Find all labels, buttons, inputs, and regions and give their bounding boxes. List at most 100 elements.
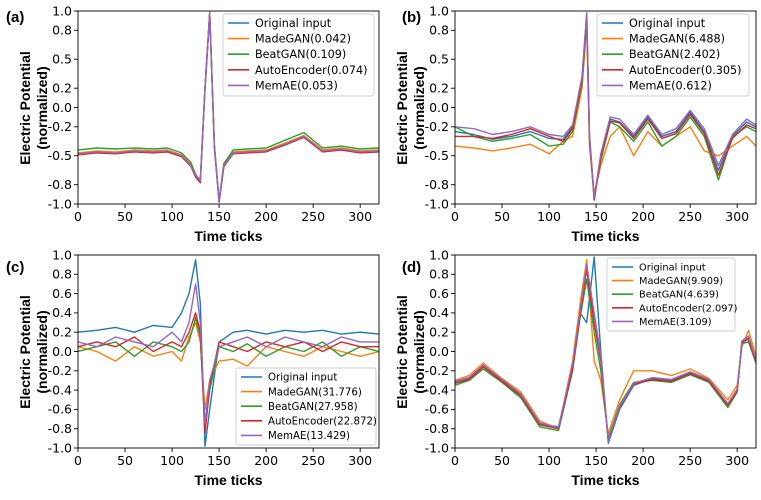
series-group <box>455 12 756 201</box>
series-line-original-input <box>78 259 379 447</box>
legend-entry-beatgan: BeatGAN(4.639) <box>639 290 719 301</box>
legend-entry-madegan: MadeGAN(9.909) <box>639 276 723 287</box>
y-axis-label: Electric Potential(normalized) <box>17 51 50 165</box>
y-tick-label: 0.6 <box>429 286 449 301</box>
legend-entry-memae: MemAE(13.429) <box>268 431 350 442</box>
x-tick-label: 150 <box>584 209 608 224</box>
panel-label: (c) <box>6 259 24 276</box>
x-tick-label: 100 <box>160 453 184 468</box>
panel-label: (b) <box>402 9 421 26</box>
legend-entry-autoencoder: AutoEncoder(22.872) <box>268 416 377 427</box>
legend-entry-madegan: MadeGAN(6.488) <box>629 33 725 46</box>
y-tick-label: -0.8 <box>48 421 72 436</box>
panel-label: (a) <box>6 9 24 26</box>
series-group <box>78 259 379 447</box>
legend: Original input MadeGAN(6.488) BeatGAN(2.40… <box>596 13 750 97</box>
y-tick-label: 0.5 <box>52 52 72 67</box>
legend-box <box>222 13 375 97</box>
series-line-memae <box>455 13 756 198</box>
legend: Original input MadeGAN(9.909) BeatGAN(4.63… <box>606 257 738 332</box>
series-line-memae <box>455 263 756 442</box>
legend-entry-original-input: Original input <box>629 17 706 30</box>
y-tick-label: 1.0 <box>429 3 449 18</box>
legend-entry-beatgan: BeatGAN(0.109) <box>255 48 346 61</box>
y-tick-label: 0.0 <box>429 100 449 115</box>
x-tick-label: 0 <box>451 209 459 224</box>
y-tick-label: -0.4 <box>425 382 449 397</box>
series-line-memae <box>78 283 379 425</box>
panel-c: (c) 0 50 100 150 200 250 300 -1.0 -0.8 -0.6 -0.4 -0.… <box>6 247 380 488</box>
y-tick-label: -0.4 <box>48 382 72 397</box>
y-tick-label: 0.0 <box>52 344 72 359</box>
x-tick-label: 50 <box>494 209 510 224</box>
y-tick-label: 0.6 <box>52 286 72 301</box>
y-tick-label: 0.8 <box>429 23 449 38</box>
series-group <box>455 256 756 444</box>
legend-entry-memae: MemAE(3.109) <box>639 317 712 328</box>
y-tick-label: -1.0 <box>48 196 72 211</box>
x-tick-label: 250 <box>301 453 325 468</box>
legend-box <box>235 367 377 446</box>
x-tick-label: 0 <box>451 453 459 468</box>
series-line-memae <box>78 12 379 202</box>
y-tick-label: -0.5 <box>48 148 72 163</box>
x-tick-label: 250 <box>301 209 325 224</box>
y-tick-label: -0.6 <box>425 402 449 417</box>
y-tick-label: -1.0 <box>48 440 72 455</box>
y-axis-label: Electric Potential(normalized) <box>17 295 50 409</box>
series-group <box>78 11 379 203</box>
x-tick-label: 150 <box>207 209 231 224</box>
legend-entry-autoencoder: AutoEncoder(2.097) <box>639 303 738 314</box>
x-tick-label: 200 <box>254 453 278 468</box>
y-tick-label: -0.8 <box>48 177 72 192</box>
x-tick-label: 100 <box>537 453 561 468</box>
x-tick-label: 100 <box>160 209 184 224</box>
y-tick-label: 0.8 <box>429 267 449 282</box>
x-tick-label: 300 <box>348 209 372 224</box>
y-axis-label: Electric Potential(normalized) <box>394 295 427 409</box>
y-tick-label: 0.2 <box>429 325 449 340</box>
x-tick-label: 300 <box>725 453 749 468</box>
y-tick-label: 0.0 <box>52 100 72 115</box>
x-tick-label: 0 <box>74 453 82 468</box>
y-tick-label: -0.2 <box>48 363 72 378</box>
x-tick-label: 200 <box>631 453 655 468</box>
y-axis-label: Electric Potential(normalized) <box>394 51 427 165</box>
y-tick-label: -0.5 <box>425 148 449 163</box>
legend-entry-memae: MemAE(0.612) <box>629 79 712 92</box>
x-tick-label: 250 <box>678 209 702 224</box>
x-axis-label: Time ticks <box>194 472 262 488</box>
legend-entry-original-input: Original input <box>255 17 332 30</box>
x-tick-label: 200 <box>631 209 655 224</box>
y-tick-label: 1.0 <box>52 3 72 18</box>
series-line-madegan <box>78 321 379 411</box>
legend-entry-beatgan: BeatGAN(2.402) <box>629 48 720 61</box>
y-tick-label: 0.2 <box>52 325 72 340</box>
x-tick-label: 250 <box>678 453 702 468</box>
y-tick-label: 0.5 <box>429 52 449 67</box>
y-tick-label: 0.0 <box>429 344 449 359</box>
y-tick-label: -0.8 <box>425 421 449 436</box>
legend-entry-original-input: Original input <box>639 263 706 274</box>
legend-entry-original-input: Original input <box>268 373 337 384</box>
y-tick-label: 1.0 <box>52 247 72 262</box>
series-line-madegan <box>455 24 756 196</box>
legend-box <box>596 13 750 97</box>
x-tick-label: 50 <box>117 209 133 224</box>
y-tick-label: 0.8 <box>52 267 72 282</box>
y-tick-label: -0.2 <box>425 119 449 134</box>
y-tick-label: 0.2 <box>52 81 72 96</box>
panel-b: (b) 0 50 100 150 200 250 300 -1.0 -0.8 -0.5 -0.2 0.0… <box>394 3 757 244</box>
x-axis-label: Time ticks <box>571 228 639 244</box>
x-tick-label: 150 <box>207 453 231 468</box>
legend-entry-memae: MemAE(0.053) <box>255 79 338 92</box>
y-tick-label: -0.2 <box>425 363 449 378</box>
legend-entry-beatgan: BeatGAN(27.958) <box>268 402 358 413</box>
x-axis-label: Time ticks <box>194 228 262 244</box>
legend-entry-madegan: MadeGAN(0.042) <box>255 33 351 46</box>
legend: Original input MadeGAN(31.776) BeatGAN(27.… <box>235 367 377 446</box>
x-axis-label: Time ticks <box>571 472 639 488</box>
y-tick-label: -0.2 <box>48 119 72 134</box>
legend: Original input MadeGAN(0.042) BeatGAN(0.10… <box>222 13 375 97</box>
